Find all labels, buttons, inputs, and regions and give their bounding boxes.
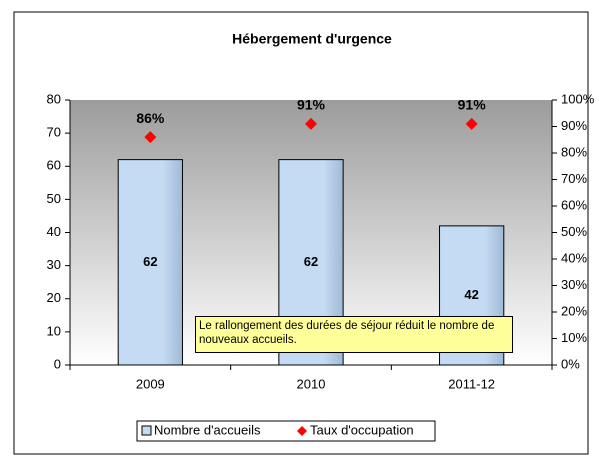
- chart-title: Hébergement d'urgence: [232, 31, 392, 47]
- y-tick-label: 30: [47, 257, 61, 272]
- y2-tick-label: 70%: [561, 171, 587, 186]
- y2-tick-label: 10%: [561, 330, 587, 345]
- y2-tick-label: 20%: [561, 303, 587, 318]
- marker: [305, 117, 317, 130]
- y-tick-label: 70: [47, 125, 61, 140]
- bar-label: 42: [464, 287, 478, 302]
- y-tick-label: 60: [47, 158, 61, 173]
- y2-tick-label: 60%: [561, 197, 587, 212]
- legend-marker: [297, 426, 307, 436]
- y2-tick-label: 30%: [561, 277, 587, 292]
- bar: [117, 159, 183, 366]
- point-label: 86%: [136, 110, 165, 126]
- y-tick-label: 40: [47, 224, 61, 239]
- x-tick-label: 2009: [136, 376, 165, 391]
- point-label: 91%: [297, 97, 326, 113]
- y2-tick-label: 40%: [561, 250, 587, 265]
- annotation: Le rallongement des durées de séjour réd…: [195, 316, 513, 353]
- x-tick-label: 2011-12: [448, 376, 495, 391]
- y2-tick-label: 50%: [561, 224, 587, 239]
- y-tick-label: 0: [54, 356, 61, 371]
- marker: [144, 131, 157, 144]
- legend-swatch: [141, 425, 152, 436]
- annotation-box: Le rallongement des durées de séjour réd…: [195, 316, 513, 353]
- y-tick-label: 80: [47, 91, 61, 106]
- y-tick-label: 50: [47, 191, 61, 206]
- point-label: 91%: [458, 97, 487, 113]
- y2-tick-label: 80%: [561, 144, 587, 159]
- y2-tick-label: 90%: [561, 118, 587, 133]
- y2-tick-label: 100%: [561, 91, 595, 106]
- y-tick-label: 10: [47, 323, 61, 338]
- y-tick-label: 20: [47, 290, 61, 305]
- y2-tick-label: 0%: [561, 356, 580, 371]
- bar-label: 62: [304, 254, 318, 269]
- bar-label: 62: [143, 254, 157, 269]
- legend-label: Nombre d'accueils: [154, 422, 261, 437]
- x-tick-label: 2010: [297, 376, 326, 391]
- legend-box: [136, 420, 436, 442]
- marker: [465, 117, 478, 130]
- legend-label: Taux d'occupation: [310, 422, 414, 437]
